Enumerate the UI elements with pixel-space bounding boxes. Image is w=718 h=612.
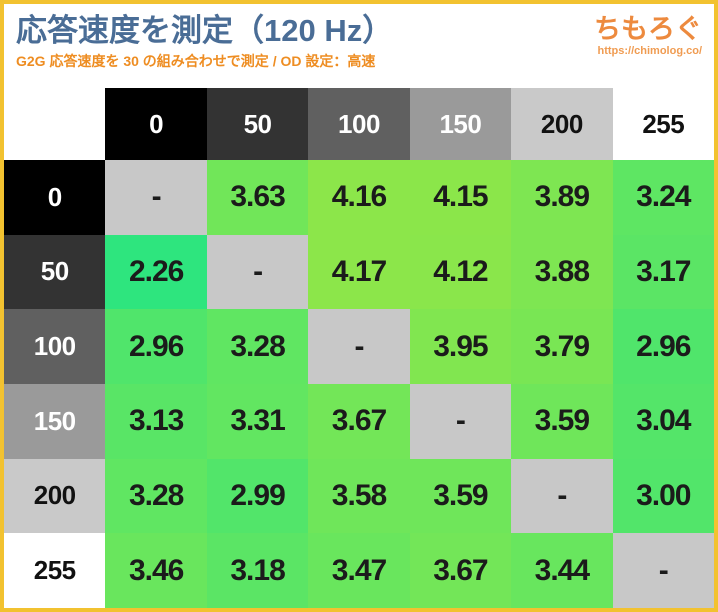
heatmap-cell: 4.17 — [308, 234, 410, 310]
row-header-200: 200 — [4, 458, 106, 534]
heatmap-cell: 3.47 — [308, 533, 410, 608]
heatmap-cell: 3.63 — [206, 160, 309, 235]
heatmap-cell: 4.12 — [409, 234, 512, 310]
heatmap-cell: 3.58 — [308, 458, 410, 534]
corner-cell — [4, 88, 106, 160]
heatmap-cell: 3.28 — [105, 458, 207, 534]
heatmap-cell: 3.24 — [612, 160, 714, 235]
row-header-50: 50 — [4, 234, 106, 310]
heatmap-cell: 3.28 — [206, 309, 309, 384]
heatmap-cell: 3.46 — [105, 533, 207, 608]
heatmap-cell: 3.67 — [308, 383, 410, 459]
row-header-255: 255 — [4, 533, 106, 608]
heatmap-cell: 3.00 — [612, 458, 714, 534]
heatmap-cell: 3.04 — [612, 383, 714, 459]
column-header-150: 150 — [409, 88, 512, 160]
heatmap-cell: 3.95 — [409, 309, 512, 384]
heatmap-cell: 3.17 — [612, 234, 714, 310]
page-subtitle: G2G 応答速度を 30 の組み合わせで測定 / OD 設定：高速 — [16, 53, 376, 70]
heatmap-cell: - — [409, 383, 512, 459]
heatmap-cell: 3.88 — [511, 234, 613, 310]
heatmap-cell: 3.89 — [511, 160, 613, 235]
column-header-255: 255 — [612, 88, 714, 160]
heatmap-cell: 3.59 — [511, 383, 613, 459]
heatmap-cell: - — [612, 533, 714, 608]
column-header-50: 50 — [206, 88, 309, 160]
heatmap-cell: 2.96 — [612, 309, 714, 384]
heatmap-cell: - — [308, 309, 410, 384]
page-title: 応答速度を測定（120 Hz） — [16, 13, 394, 48]
row-header-100: 100 — [4, 309, 106, 384]
heatmap-cell: 2.96 — [105, 309, 207, 384]
heatmap-cell: 4.16 — [308, 160, 410, 235]
heatmap-cell: - — [206, 234, 309, 310]
brand-url: https://chimolog.co/ — [597, 45, 703, 57]
heatmap-cell: 3.44 — [511, 533, 613, 608]
heatmap-cell: - — [511, 458, 613, 534]
heatmap-cell: 3.59 — [409, 458, 512, 534]
brand-logo: ちもろぐ https://chimolog.co/ — [594, 14, 703, 58]
column-header-200: 200 — [511, 88, 613, 160]
heatmap-cell: 3.31 — [206, 383, 309, 459]
heatmap-cell: - — [105, 160, 207, 235]
row-header-150: 150 — [4, 383, 106, 459]
heatmap-cell: 4.15 — [409, 160, 512, 235]
row-header-0: 0 — [4, 160, 106, 235]
heatmap-table: 0 50 100 150 200 255 0 - 3.63 4.16 4.15 … — [4, 88, 714, 608]
heatmap-cell: 3.67 — [409, 533, 512, 608]
heatmap-cell: 3.18 — [206, 533, 309, 608]
column-header-100: 100 — [308, 88, 410, 160]
heatmap-cell: 2.26 — [105, 234, 207, 310]
title-block: 応答速度を測定（120 Hz） G2G 応答速度を 30 の組み合わせで測定 /… — [16, 13, 394, 71]
heatmap-cell: 3.79 — [511, 309, 613, 384]
heatmap-cell: 3.13 — [105, 383, 207, 459]
header: 応答速度を測定（120 Hz） G2G 応答速度を 30 の組み合わせで測定 /… — [4, 4, 714, 84]
brand-name: ちもろぐ — [594, 14, 702, 44]
heatmap-cell: 2.99 — [206, 458, 309, 534]
column-header-0: 0 — [105, 88, 207, 160]
